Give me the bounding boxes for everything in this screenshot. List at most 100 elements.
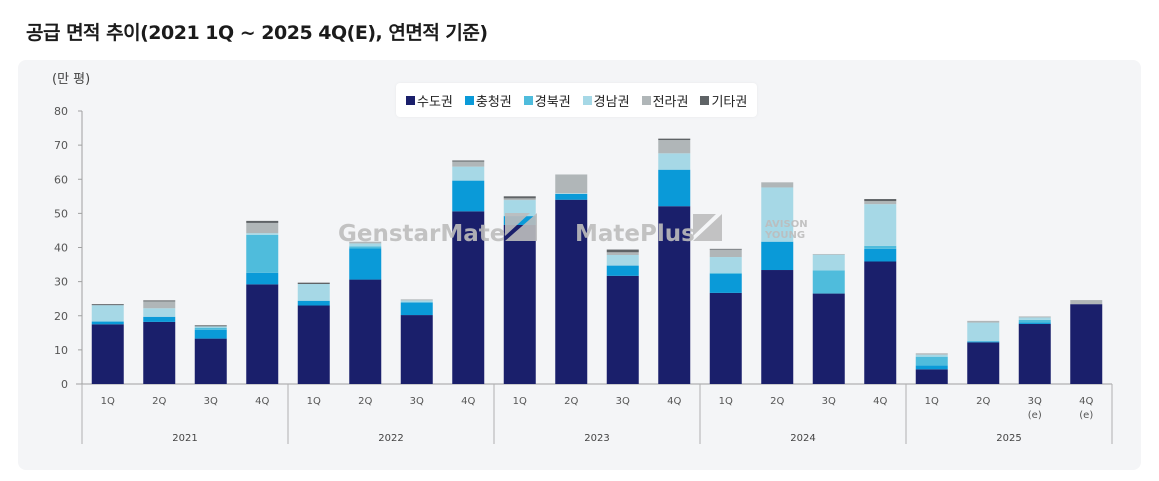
bar-segment-1 <box>967 342 1000 384</box>
legend-item-gyeongbuk[interactable]: 경북권 <box>523 91 571 110</box>
bar-segment-1 <box>1070 304 1103 384</box>
bar-segment-2 <box>91 321 124 325</box>
bar-segment-4 <box>658 153 691 170</box>
bar-segment-2 <box>709 273 742 293</box>
y-tick-label: 20 <box>54 310 68 323</box>
y-tick-label: 0 <box>61 378 68 391</box>
bar-segment-1 <box>606 275 639 384</box>
x-tick-label: 1Q <box>513 396 527 407</box>
bar-segment-2 <box>1018 322 1051 324</box>
bar-segment-6 <box>194 325 227 327</box>
bar-segment-2 <box>915 365 948 370</box>
x-tick-label: 3Q <box>410 396 424 407</box>
bar-segment-1 <box>812 293 845 384</box>
bar-segment-4 <box>91 305 124 322</box>
bar-segment-2 <box>967 341 1000 343</box>
y-tick-label: 70 <box>54 139 68 152</box>
x-tick-label: 1Q <box>307 396 321 407</box>
bar-segment-5 <box>709 249 742 258</box>
bar-segment-1 <box>91 324 124 384</box>
x-tick-label: 1Q <box>101 396 115 407</box>
bar-segment-5 <box>400 299 433 301</box>
x-tick-label: 4Q <box>873 396 887 407</box>
bar-segment-4 <box>967 322 1000 342</box>
bar-segment-5 <box>658 140 691 154</box>
year-label: 2024 <box>790 433 815 444</box>
bar-segment-2 <box>246 272 279 285</box>
bar-segment-5 <box>967 320 1000 323</box>
bar-segment-3 <box>1018 319 1051 323</box>
bar-segment-4 <box>864 204 897 246</box>
bar-segment-6 <box>606 249 639 253</box>
bar-segment-2 <box>349 248 382 280</box>
legend-item-sudo[interactable]: 수도권 <box>406 91 453 110</box>
bar-segment-3 <box>915 356 948 366</box>
legend-item-jeolla[interactable]: 전라권 <box>641 91 689 110</box>
bar-segment-5 <box>915 353 948 355</box>
legend-label: 수도권 <box>417 94 453 110</box>
legend-label: 전라권 <box>652 94 689 110</box>
legend-label: 충청권 <box>475 94 512 110</box>
legend-label: 경북권 <box>534 94 571 110</box>
x-tick-label: 4Q <box>461 396 475 407</box>
bar-segment-5 <box>143 301 176 309</box>
bar-segment-5 <box>812 253 845 255</box>
chart-title: 공급 면적 추이(2021 1Q ~ 2025 4Q(E), 연면적 기준) <box>26 22 488 44</box>
bar-segment-5 <box>555 174 588 194</box>
legend-item-gyeongnam[interactable]: 경남권 <box>582 91 630 110</box>
bar-segment-4 <box>606 255 639 266</box>
bar-segment-3 <box>194 327 227 330</box>
bar-segment-4 <box>1018 317 1051 320</box>
bar-segment-3 <box>709 272 742 274</box>
bar-segment-6 <box>297 282 330 285</box>
legend-item-chungcheong[interactable]: 충청권 <box>464 91 512 110</box>
bar-segment-1 <box>915 369 948 384</box>
x-tick-label: 4Q <box>1079 396 1093 407</box>
bar-segment-1 <box>1018 323 1051 384</box>
bar-segment-2 <box>297 300 330 306</box>
x-tick-label: 1Q <box>925 396 939 407</box>
bar-segment-4 <box>555 193 588 194</box>
y-tick-label: 30 <box>54 276 68 289</box>
y-axis-label: (만 평) <box>52 72 91 87</box>
bar-segment-3 <box>246 234 279 273</box>
bar-segment-4 <box>812 254 845 271</box>
x-tick-label: 3Q <box>822 396 836 407</box>
bar-segment-6 <box>709 248 742 250</box>
x-tick-label: 2Q <box>976 396 990 407</box>
bar-segment-1 <box>452 211 485 384</box>
bar-segment-5 <box>606 252 639 256</box>
bar-segment-1 <box>761 270 794 384</box>
bar-segment-2 <box>606 265 639 276</box>
x-tick-label: 2Q <box>564 396 578 407</box>
watermark-avison-logo: AVISON <box>765 219 808 230</box>
x-tick-label: 3Q <box>204 396 218 407</box>
legend-swatch <box>406 95 415 105</box>
legend: 수도권 충청권 경북권 경남권 전라권 기타권 <box>396 83 758 117</box>
year-label: 2021 <box>172 433 197 444</box>
x-tick-label: 4Q <box>667 396 681 407</box>
bar-segment-2 <box>194 329 227 339</box>
watermark-genstarmate-mark <box>505 213 537 241</box>
watermark-genstarmate-logo: GenstarMate <box>338 221 505 247</box>
x-tick-label: 2Q <box>358 396 372 407</box>
bar-segment-1 <box>709 292 742 384</box>
bar-segment-4 <box>503 200 536 217</box>
bar-segment-5 <box>349 241 382 244</box>
x-tick-label: 3Q <box>1028 396 1042 407</box>
bar-segment-6 <box>864 199 897 202</box>
bar-segment-2 <box>143 316 176 322</box>
bar-segment-6 <box>91 304 124 306</box>
x-tick-label: 1Q <box>719 396 733 407</box>
bar-segment-1 <box>246 284 279 384</box>
bar-segment-1 <box>555 199 588 384</box>
bar-segment-6 <box>143 300 176 302</box>
bar-segment-1 <box>143 321 176 384</box>
legend-item-other[interactable]: 기타권 <box>700 91 747 110</box>
y-tick-label: 50 <box>54 207 68 220</box>
x-tick-label: 4Q <box>255 396 269 407</box>
bar-segment-4 <box>761 187 794 242</box>
bar-segment-2 <box>452 180 485 212</box>
x-tick-label: 2Q <box>152 396 166 407</box>
bar-segment-4 <box>709 257 742 273</box>
